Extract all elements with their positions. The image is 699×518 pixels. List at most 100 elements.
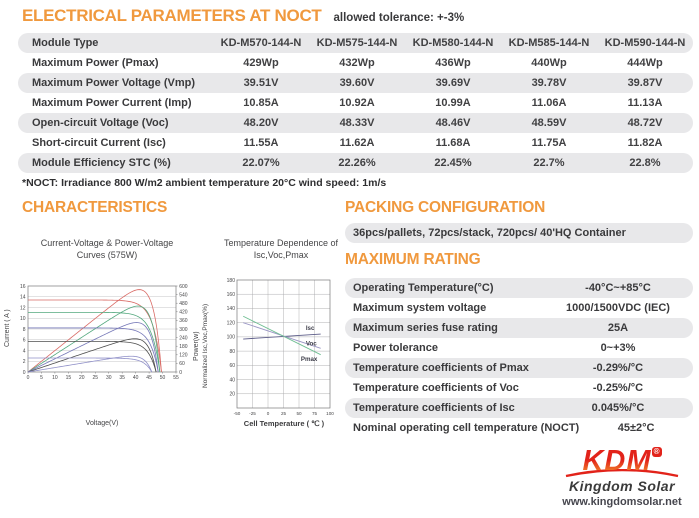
temp-line-pmax: [243, 315, 321, 356]
right-tick-label: 540: [179, 292, 188, 298]
temp-chart-ylabel: Normalized Isc,Voc,Pmax(%): [202, 303, 209, 389]
right-tick-label: 600: [179, 284, 188, 290]
iv-curve: [27, 299, 162, 373]
y-tick-label: 100: [227, 335, 236, 341]
iv-curve: [28, 340, 157, 373]
x-tick-label: 75: [312, 411, 318, 416]
rating-label: Maximum system voltage: [353, 302, 487, 314]
header: ELECTRICAL PARAMETERS AT NOCT allowed to…: [22, 6, 464, 26]
rating-row: Power tolerance 0~+3%: [345, 338, 693, 358]
rating-label: Temperature coefficients of Voc: [353, 382, 519, 394]
row-value: 429Wp: [243, 57, 279, 69]
left-tick-label: 12: [20, 305, 26, 311]
x-tick-label: 50: [296, 411, 302, 416]
row-value: 48.72V: [627, 117, 663, 129]
row-value: 22.8%: [629, 157, 661, 169]
row-value: 39.87V: [627, 77, 663, 89]
pv-curve: [27, 289, 162, 373]
rating-value: 45±2°C: [617, 422, 655, 434]
rating-value: -40°C~+85°C: [585, 282, 651, 294]
left-tick-label: 16: [20, 284, 26, 290]
table-header-row: Module Type KD-M570-144-N KD-M575-144-N KD-…: [18, 33, 693, 53]
x-tick-label: -50: [234, 411, 241, 416]
left-tick-label: 4: [23, 348, 26, 354]
row-value: 10.99A: [435, 97, 471, 109]
y-tick-label: 180: [227, 278, 236, 284]
page-title: ELECTRICAL PARAMETERS AT NOCT: [22, 6, 322, 25]
tolerance-note: allowed tolerance: +-3%: [333, 12, 465, 24]
x-tick-label: 50: [160, 375, 166, 381]
right-tick-label: 120: [179, 353, 188, 359]
x-tick-label: -25: [249, 411, 256, 416]
table-row: Maximum Power Voltage (Vmp) 39.51V 39.60V 3…: [18, 73, 693, 93]
y-tick-label: 40: [229, 377, 235, 383]
registered-trademark-icon: ®: [651, 447, 662, 457]
row-value: 22.07%: [242, 157, 280, 169]
x-tick-label: 15: [66, 375, 72, 381]
row-value: 440Wp: [531, 57, 567, 69]
x-tick-label: 100: [326, 411, 334, 416]
y-tick-label: 80: [229, 349, 235, 355]
left-tick-label: 2: [23, 359, 26, 365]
row-value: 39.51V: [243, 77, 279, 89]
y-tick-label: 140: [227, 306, 236, 312]
y-tick-label: 60: [229, 363, 235, 369]
row-value: 11.62A: [339, 137, 375, 149]
packing-configuration-heading: PACKING CONFIGURATION: [345, 199, 546, 216]
row-value: 11.82A: [627, 137, 663, 149]
x-tick-label: 25: [281, 411, 287, 416]
iv-chart-ylabel-right: Power(w): [193, 331, 200, 361]
electrical-parameters-table: Module Type KD-M570-144-N KD-M575-144-N KD-…: [18, 33, 693, 173]
temp-line-isc: [243, 333, 321, 340]
table-row: Maximum Power Current (Imp) 10.85A 10.92A 1…: [18, 93, 693, 113]
x-tick-label: 45: [146, 375, 152, 381]
row-label: Maximum Power Current (Imp): [32, 97, 192, 109]
rating-row: Maximum series fuse rating 25A: [345, 318, 693, 338]
row-value: 11.13A: [627, 97, 663, 109]
x-tick-label: 0: [27, 375, 30, 381]
row-value: 11.68A: [435, 137, 471, 149]
row-label: Maximum Power (Pmax): [32, 57, 159, 69]
row-label: Module Efficiency STC (%): [32, 157, 171, 169]
temp-chart-title: Temperature Dependence of Isc,Voc,Pmax: [223, 238, 339, 260]
x-tick-label: 40: [133, 375, 139, 381]
x-tick-label: 55: [173, 375, 179, 381]
row-value: 444Wp: [627, 57, 663, 69]
right-tick-label: 0: [179, 370, 182, 376]
row-value: 48.59V: [531, 117, 567, 129]
right-tick-label: 420: [179, 310, 188, 316]
row-value: 10.92A: [339, 97, 375, 109]
x-tick-label: 30: [106, 375, 112, 381]
table-row: Module Efficiency STC (%) 22.07% 22.26% 22.…: [18, 153, 693, 173]
table-header-cell: KD-M580-144-N: [412, 37, 494, 49]
rating-row: Nominal operating cell temperature (NOCT…: [345, 418, 693, 438]
row-value: 11.55A: [243, 137, 279, 149]
rating-row: Temperature coefficients of Pmax -0.29%/°…: [345, 358, 693, 378]
right-tick-label: 60: [179, 361, 185, 367]
row-value: 22.7%: [533, 157, 565, 169]
rating-value: 25A: [607, 322, 629, 334]
noct-footnote: *NOCT: Irradiance 800 W/m2 ambient tempe…: [22, 177, 387, 189]
left-tick-label: 0: [23, 370, 26, 376]
table-header-cell: Module Type: [32, 37, 99, 49]
pv-curve: [27, 355, 153, 373]
maximum-rating-table: Operating Temperature(°C) -40°C~+85°C Maxi…: [345, 278, 693, 438]
y-tick-label: 120: [227, 320, 236, 326]
row-value: 22.45%: [434, 157, 472, 169]
row-value: 11.06A: [531, 97, 567, 109]
x-tick-label: 0: [267, 411, 270, 416]
iv-pv-curves-chart: 0246810121416060120180240300360420480540…: [20, 284, 188, 381]
company-name: Kingdom Solar: [568, 478, 676, 494]
kdm-logo-text: KDM: [582, 445, 652, 477]
x-tick-label: 10: [52, 375, 58, 381]
rating-row: Temperature coefficients of Voc -0.25%/°C: [345, 378, 693, 398]
rating-value: -0.29%/°C: [592, 362, 644, 374]
iv-chart-ylabel-left: Current ( A ): [4, 309, 11, 347]
y-tick-label: 160: [227, 292, 236, 298]
characteristics-heading: CHARACTERISTICS: [22, 199, 168, 216]
x-tick-label: 25: [92, 375, 98, 381]
rating-label: Temperature coefficients of Isc: [353, 402, 515, 414]
iv-curve: [28, 311, 161, 373]
rating-value: -0.25%/°C: [592, 382, 644, 394]
row-value: 48.20V: [243, 117, 279, 129]
